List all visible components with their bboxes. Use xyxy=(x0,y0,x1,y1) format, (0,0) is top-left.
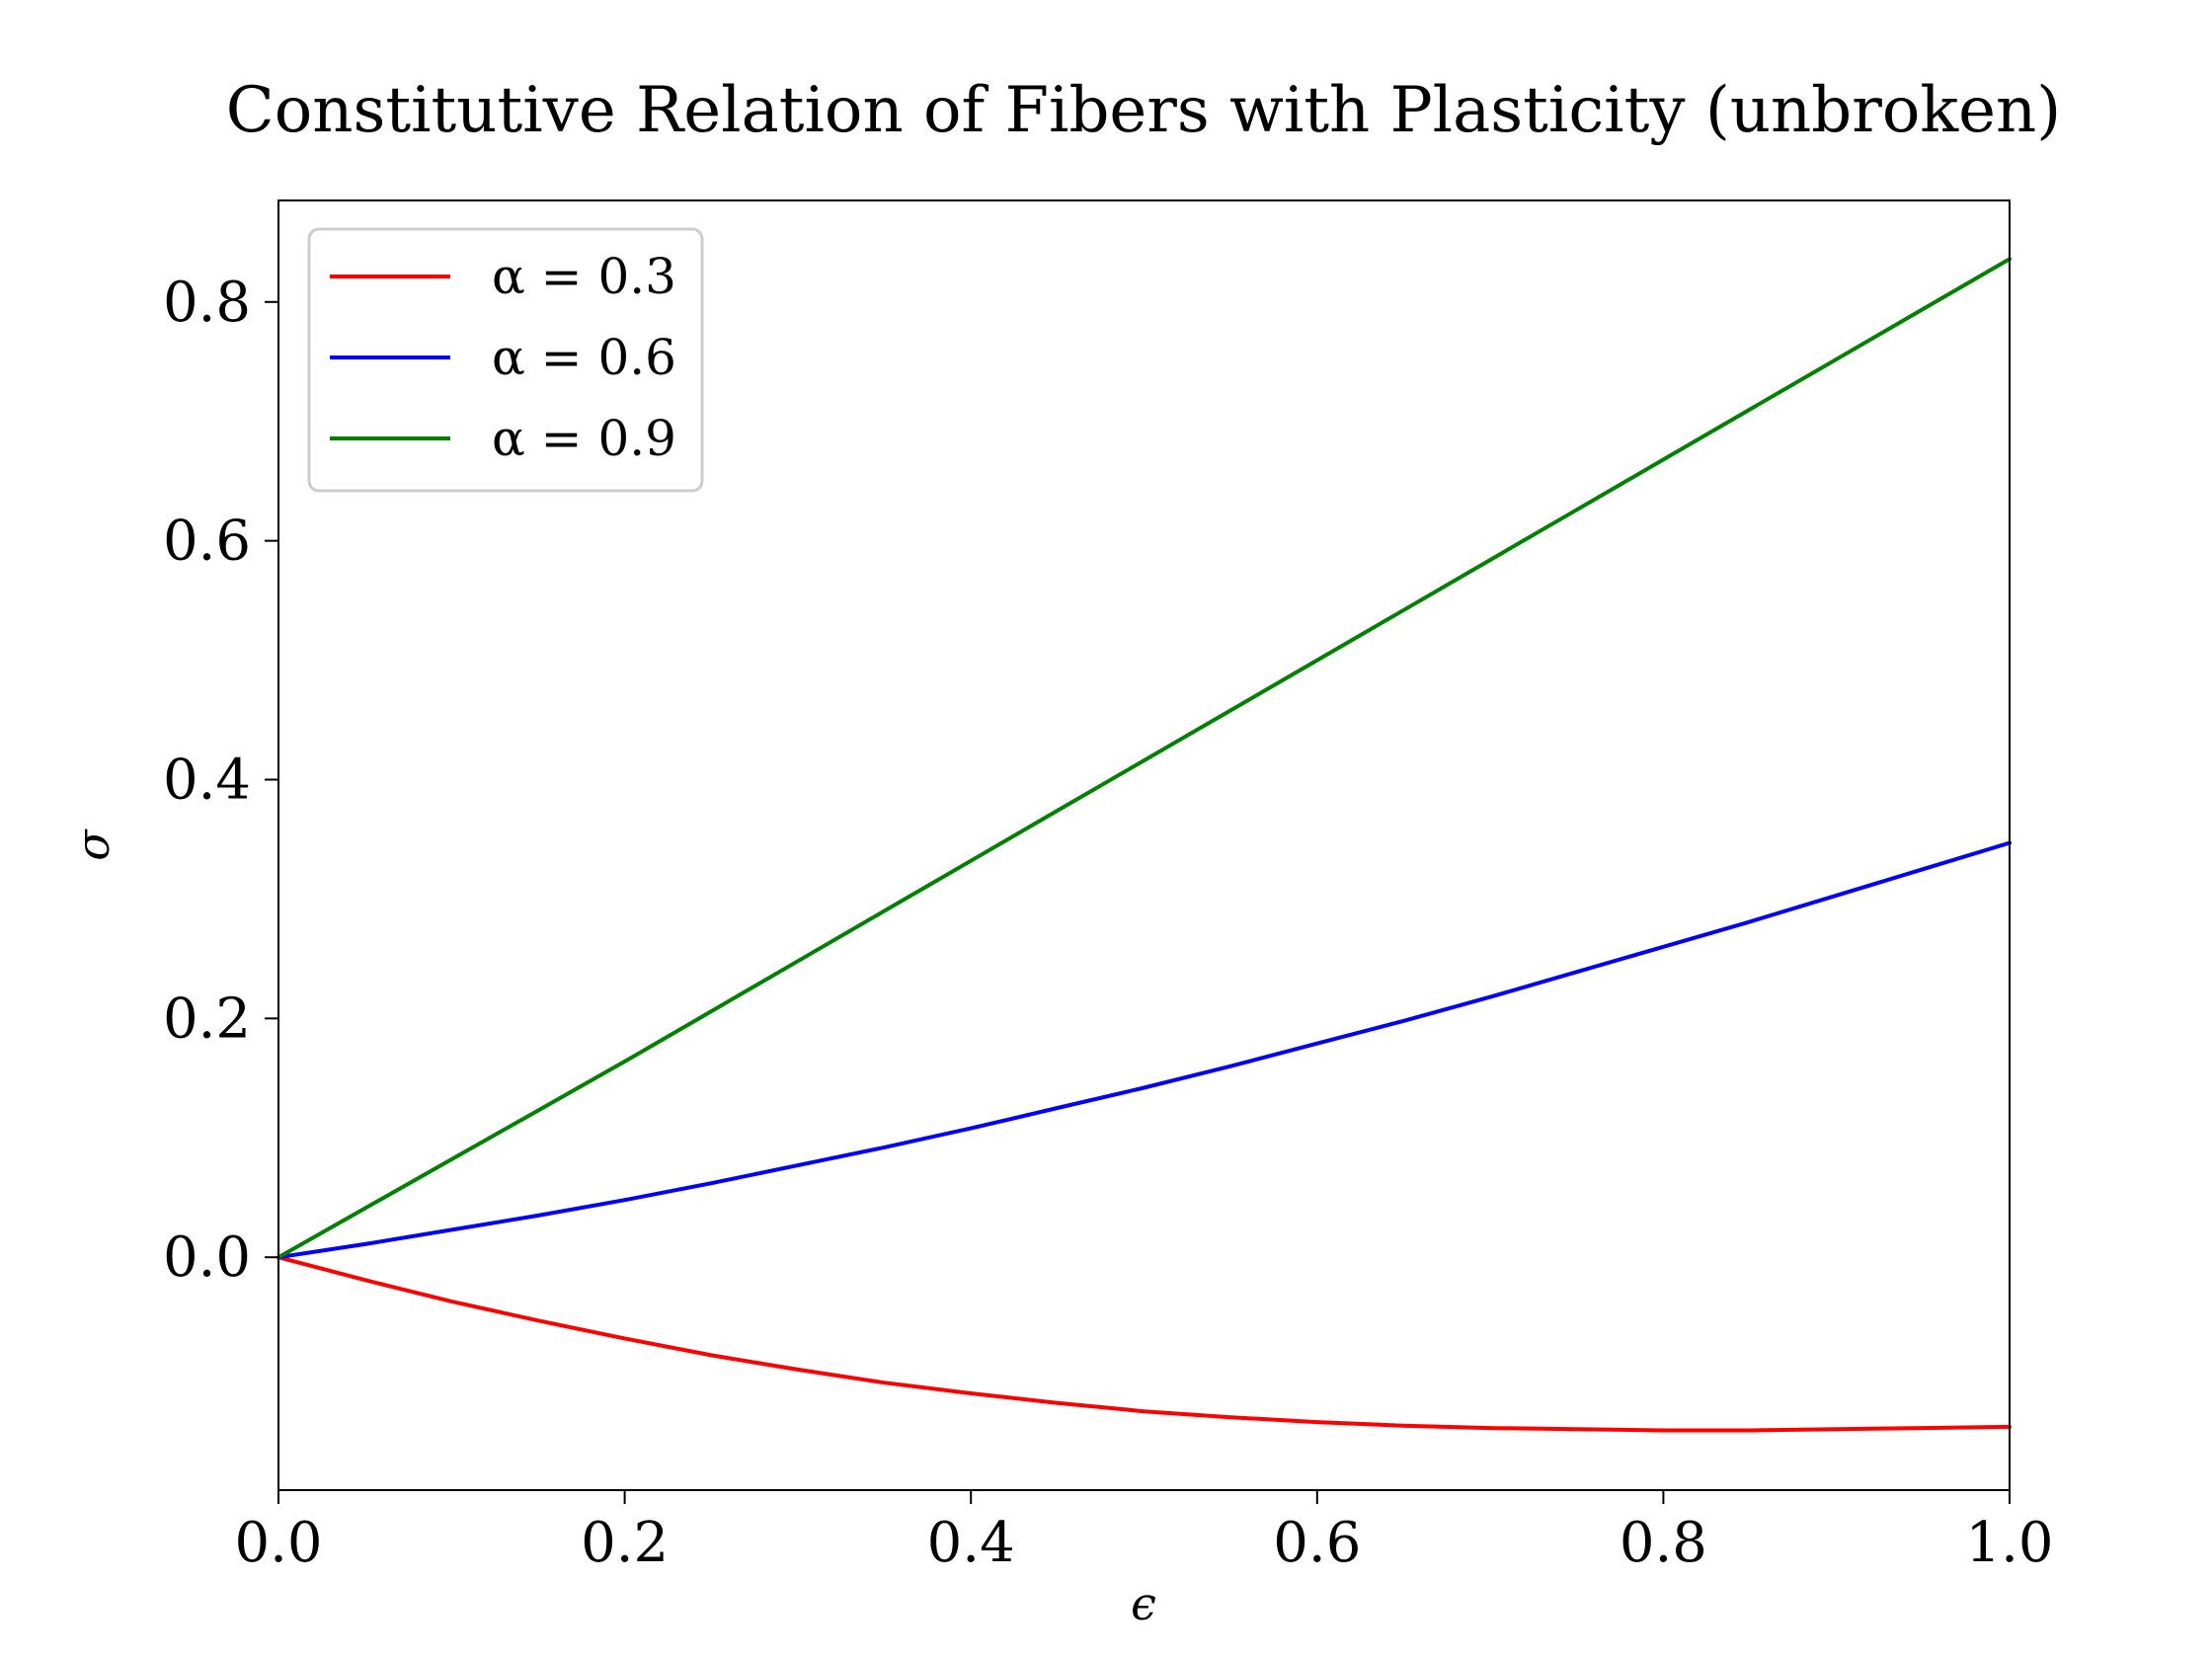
legend-label-2: α = 0.9 xyxy=(492,410,676,467)
chart-title: Constitutive Relation of Fibers with Pla… xyxy=(226,74,2061,147)
x-tick-label: 0.0 xyxy=(234,1511,322,1575)
legend-label-1: α = 0.6 xyxy=(492,329,676,386)
plot-area xyxy=(276,199,2012,1491)
x-tick-label: 0.4 xyxy=(927,1511,1015,1575)
y-axis-label: σ xyxy=(66,829,119,861)
x-axis-label: ϵ xyxy=(1131,1577,1156,1630)
x-tick-label: 0.2 xyxy=(581,1511,669,1575)
x-tick-label: 1.0 xyxy=(1965,1511,2053,1575)
legend-items: α = 0.3 α = 0.6 α = 0.9 xyxy=(330,248,676,467)
series-line-1 xyxy=(276,840,2012,1260)
legend-box xyxy=(307,227,704,493)
x-tick-label: 0.6 xyxy=(1273,1511,1361,1575)
y-axis: 0.0 0.2 0.4 0.6 0.8 xyxy=(163,271,278,1290)
y-tick-label: 0.0 xyxy=(163,1225,251,1290)
y-tick-label: 0.2 xyxy=(163,987,251,1051)
series-line-2 xyxy=(276,257,2012,1260)
series-layer xyxy=(276,257,2012,1433)
y-tick-label: 0.4 xyxy=(163,748,251,812)
y-tick-label: 0.8 xyxy=(163,271,251,335)
plot-frame xyxy=(277,199,2011,1491)
series-line-0 xyxy=(276,1255,2012,1433)
legend-label-0: α = 0.3 xyxy=(492,248,676,305)
x-axis: 0.0 0.2 0.4 0.6 0.8 1.0 xyxy=(234,1490,2054,1575)
x-tick-label: 0.8 xyxy=(1620,1511,1707,1575)
y-tick-label: 0.6 xyxy=(163,510,251,574)
legend: α = 0.3 α = 0.6 α = 0.9 xyxy=(307,227,704,493)
